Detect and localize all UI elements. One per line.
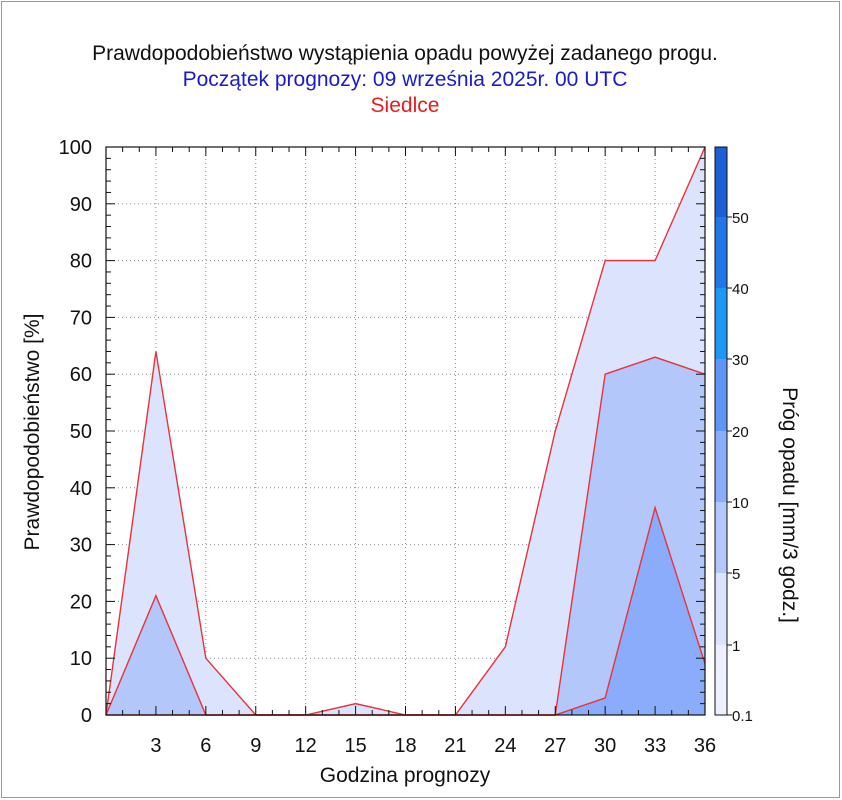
y-tick-label: 100 <box>59 137 92 159</box>
y-axis-label: Prawdopodobieństwo [%] <box>21 314 44 551</box>
x-tick-label: 12 <box>295 735 317 757</box>
y-tick-label: 0 <box>81 705 92 727</box>
colorbar-label: Próg opadu [mm/3 godz.] <box>778 387 801 623</box>
area-threshold-5 <box>106 507 705 715</box>
y-tick-label: 20 <box>70 591 92 613</box>
x-axis-label: Godzina prognozy <box>320 764 491 787</box>
y-tick-label: 40 <box>70 478 92 500</box>
colorbar-segment <box>715 573 727 645</box>
x-tick-label: 9 <box>250 735 261 757</box>
x-tick-label: 6 <box>200 735 211 757</box>
area-threshold-0-1 <box>106 147 705 715</box>
x-tick-label: 15 <box>344 735 366 757</box>
x-tick-label: 27 <box>544 735 566 757</box>
colorbar-tick-label: 30 <box>732 352 749 369</box>
colorbar-segment <box>715 217 727 288</box>
y-tick-label: 90 <box>70 194 92 216</box>
colorbar: 0.1 1 5 10 20 30 40 50 <box>714 146 753 725</box>
chart-title: Prawdopodobieństwo wystąpienia opadu pow… <box>92 42 718 65</box>
chart-location: Siedlce <box>370 94 440 117</box>
colorbar-segment <box>715 147 727 217</box>
colorbar-tick-label: 5 <box>732 566 740 583</box>
y-tick-label: 30 <box>70 535 92 557</box>
y-tick-label: 60 <box>70 364 92 386</box>
x-tick-label: 24 <box>494 735 516 757</box>
x-tick-label: 21 <box>444 735 466 757</box>
x-tick-label: 36 <box>694 735 716 757</box>
colorbar-tick-label: 1 <box>732 638 740 655</box>
y-tick-label: 10 <box>70 648 92 670</box>
axes: 3 6 9 12 15 18 21 24 27 30 33 360102030405060708090… <box>59 137 717 757</box>
colorbar-segment <box>715 288 727 359</box>
x-tick-label: 3 <box>150 735 161 757</box>
x-tick-label: 33 <box>644 735 666 757</box>
x-tick-label: 30 <box>594 735 616 757</box>
colorbar-segment <box>715 645 727 715</box>
x-tick-label: 18 <box>394 735 416 757</box>
y-tick-label: 50 <box>70 421 92 443</box>
y-tick-label: 70 <box>70 307 92 329</box>
colorbar-tick-label: 10 <box>732 495 749 512</box>
colorbar-tick-label: 50 <box>732 210 749 227</box>
colorbar-segment <box>715 502 727 573</box>
colorbar-tick-label: 40 <box>732 281 749 298</box>
colorbar-tick-label: 20 <box>732 424 749 441</box>
y-tick-label: 80 <box>70 251 92 273</box>
colorbar-segment <box>715 431 727 502</box>
colorbar-tick-label: 0.1 <box>732 708 753 725</box>
colorbar-segment <box>715 359 727 431</box>
chart-subtitle: Początek prognozy: 09 września 2025r. 00… <box>182 68 628 91</box>
